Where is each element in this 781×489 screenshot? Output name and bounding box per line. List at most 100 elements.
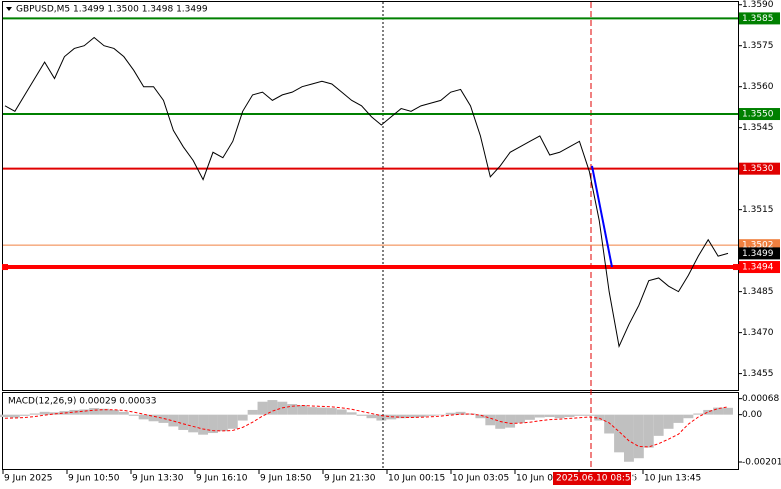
x-tick-label: 10 Jun 0 — [516, 474, 553, 484]
macd-bar — [108, 409, 119, 415]
x-tick-label: 9 Jun 18:50 — [260, 474, 312, 484]
y-tick-label: 1.3515 — [742, 205, 774, 215]
macd-bar — [594, 414, 605, 421]
macd-bar — [604, 414, 615, 434]
macd-bar — [693, 413, 704, 415]
macd-bar — [59, 411, 70, 415]
macd-bar — [89, 408, 100, 415]
macd-bar — [257, 401, 268, 415]
macd-bar — [138, 414, 149, 420]
macd-bar — [524, 414, 535, 420]
macd-bar — [673, 414, 684, 423]
macd-bar — [544, 414, 555, 418]
macd-bar — [534, 414, 545, 418]
macd-bar — [178, 414, 189, 430]
cursor-label: 2025.06.10 08:55 — [556, 474, 636, 484]
price-line — [4, 36, 729, 348]
macd-bar — [584, 414, 595, 416]
x-tick-label: 9 Jun 10:50 — [68, 474, 120, 484]
macd-bar — [653, 414, 664, 436]
macd-bar — [346, 412, 357, 415]
macd-bar — [49, 412, 60, 415]
macd-bar — [465, 413, 476, 415]
macd-bar — [703, 409, 714, 415]
y-tick-label: 1.3545 — [742, 123, 774, 133]
chart-title: GBPUSD,M5 1.3499 1.3500 1.3498 1.3499 — [16, 5, 208, 15]
macd-bar — [9, 414, 20, 418]
level-label-box — [739, 162, 780, 175]
macd-bar — [237, 414, 248, 421]
macd-bar — [307, 407, 317, 415]
macd-bar — [416, 414, 426, 418]
macd-bar — [39, 411, 50, 415]
macd-bar — [227, 414, 238, 429]
y-tick-label: 1.3470 — [742, 328, 774, 338]
macd-bar — [475, 414, 486, 419]
macd-bar — [148, 414, 159, 422]
macd-bar — [455, 411, 466, 415]
macd-bar — [128, 414, 139, 416]
macd-bar — [217, 414, 228, 432]
trend-line — [591, 165, 613, 268]
macd-bar — [643, 414, 654, 448]
y-tick-label: 1.3485 — [742, 287, 774, 297]
macd-bar — [287, 404, 298, 415]
macd-bar — [168, 414, 179, 427]
y-tick-label: 1.3590 — [742, 0, 774, 10]
macd-panel — [2, 392, 739, 470]
level-label-box — [739, 108, 780, 121]
macd-bar — [297, 405, 308, 415]
level-label-box — [739, 12, 780, 25]
menu-arrow — [6, 7, 12, 11]
level-label: 1.3502 — [742, 241, 774, 251]
macd-title: MACD(12,26,9) 0.00029 0.00033 — [8, 397, 157, 407]
x-tick-label: 9 Jun 21:30 — [324, 474, 376, 484]
macd-y-tick-label: 0.00068 — [742, 394, 779, 404]
macd-bar — [99, 408, 109, 415]
macd-bar — [406, 414, 417, 418]
macd-bar — [366, 414, 377, 419]
macd-bar — [554, 414, 565, 419]
macd-bar — [247, 409, 258, 415]
level-label-box — [739, 247, 780, 260]
macd-bar — [79, 409, 90, 415]
cursor-label-box — [553, 472, 631, 485]
macd-bar — [564, 414, 575, 418]
x-tick-label: 10 Jun 13:45 — [644, 474, 701, 484]
macd-y-tick-label: 0.00 — [742, 410, 762, 420]
macd-bar — [485, 414, 496, 426]
macd-bar — [633, 414, 644, 459]
macd-bar — [425, 414, 436, 416]
macd-bar — [515, 414, 525, 423]
macd-y-tick-label: -0.00201 — [742, 457, 781, 467]
x-tick-label: 9 Jun 16:10 — [196, 474, 248, 484]
macd-bar — [663, 414, 674, 429]
level-label: 1.3499 — [742, 249, 774, 259]
level-label-box — [739, 261, 780, 274]
macd-bar — [198, 414, 209, 435]
macd-bar — [267, 400, 278, 415]
macd-bar — [624, 414, 634, 462]
level-handle — [2, 264, 8, 271]
macd-bar — [158, 414, 169, 423]
macd-bar — [396, 414, 407, 419]
level-label: 1.3585 — [742, 14, 774, 24]
macd-bar — [574, 414, 585, 416]
level-handle — [733, 264, 739, 271]
macd-bar — [683, 414, 694, 419]
x-tick-label: 9 Jun 13:30 — [132, 474, 184, 484]
macd-bar — [614, 414, 625, 453]
main-panel — [2, 1, 739, 391]
level-label: 1.3550 — [742, 110, 774, 120]
macd-bar — [29, 413, 40, 415]
y-tick-label: 1.3455 — [742, 369, 774, 379]
macd-bar — [0, 414, 10, 418]
macd-signal — [4, 404, 729, 448]
macd-bar — [19, 414, 30, 416]
macd-bar — [723, 407, 733, 415]
level-label: 1.3530 — [742, 164, 774, 174]
y-tick-label: 1.3575 — [742, 41, 774, 51]
level-label: 1.3494 — [742, 263, 774, 273]
